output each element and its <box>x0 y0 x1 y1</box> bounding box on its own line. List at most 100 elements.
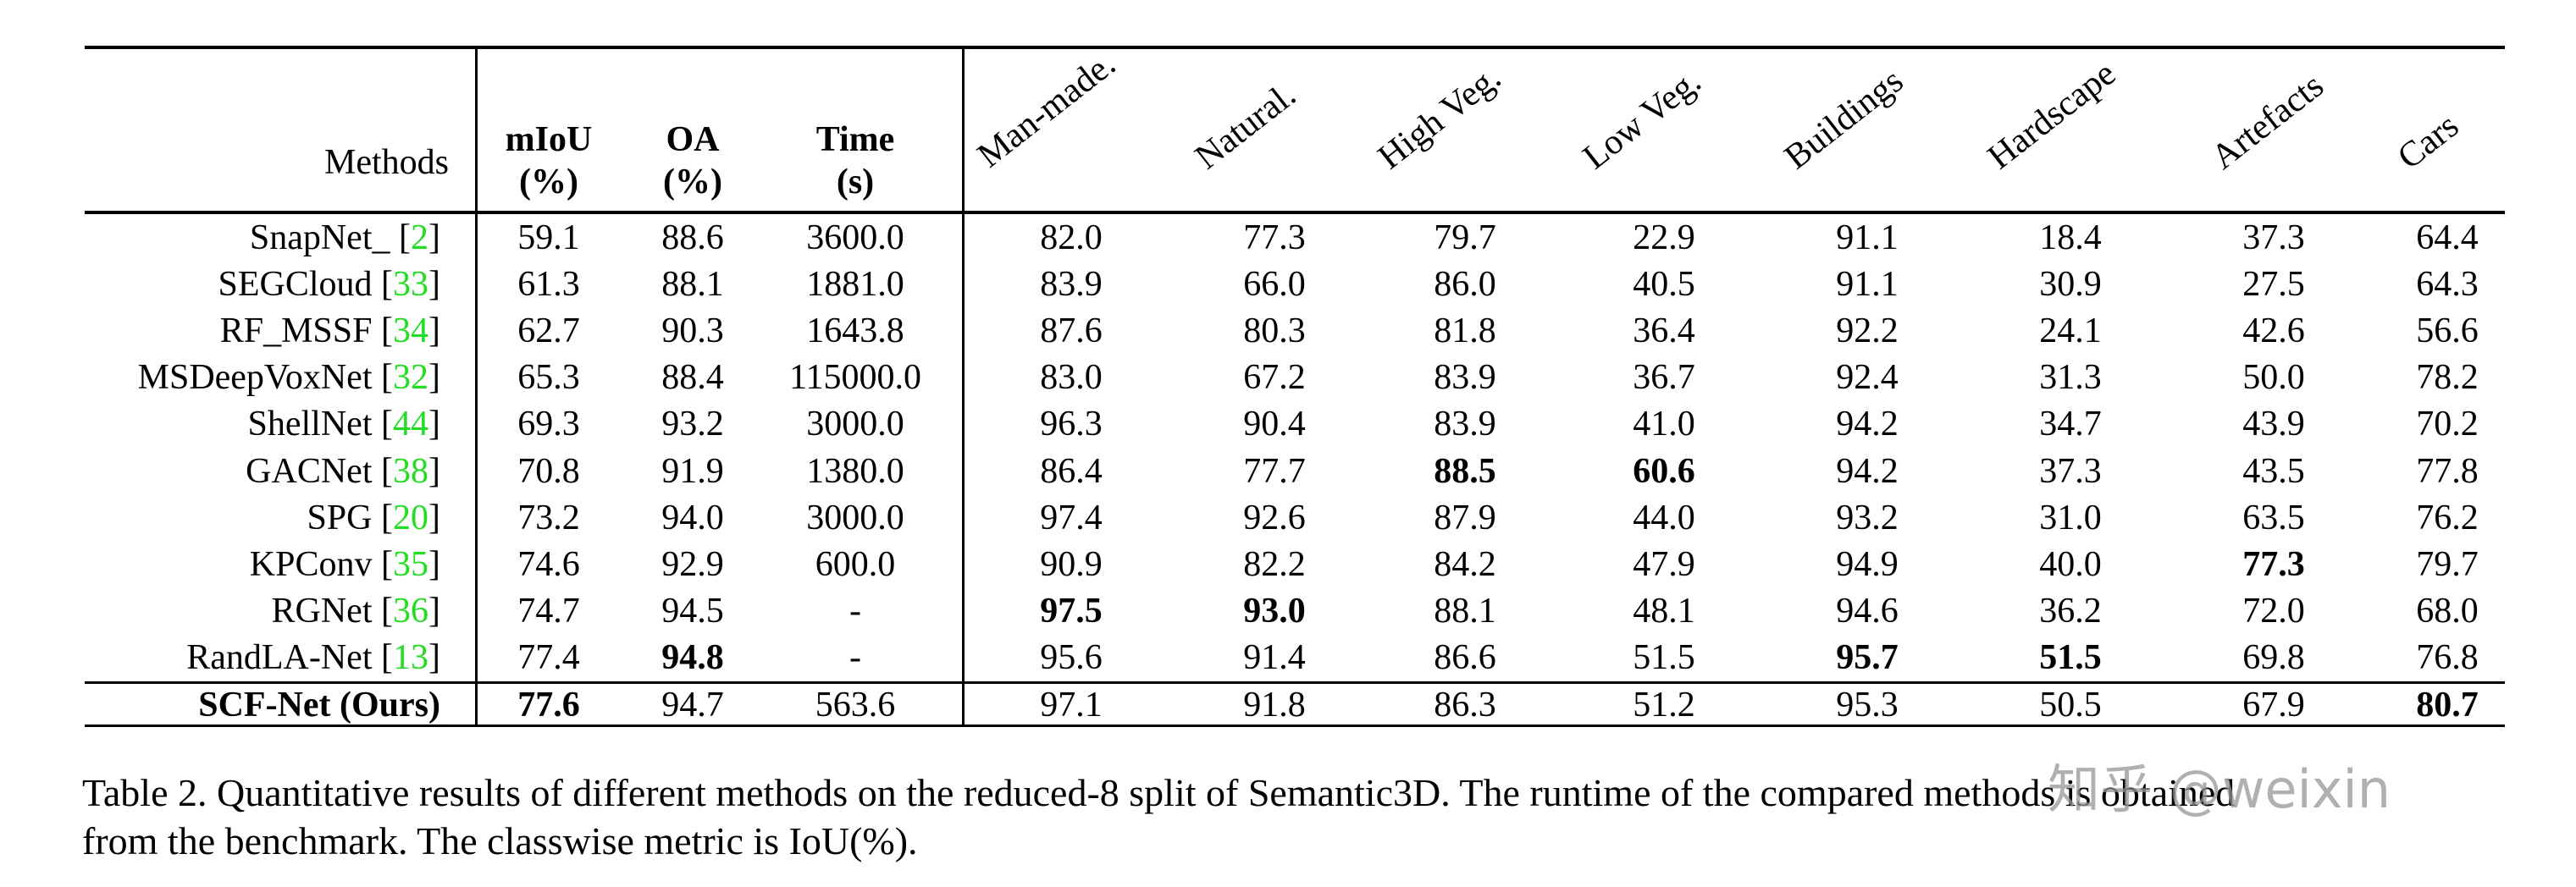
cell-oa: 94.0 <box>661 498 724 537</box>
method-label: RandLA-Net <box>186 637 373 677</box>
cell-class-iou: 42.6 <box>2242 311 2305 351</box>
cell-class-iou: 81.8 <box>1434 311 1496 351</box>
citation-bracket: [ <box>372 637 393 677</box>
method-label: GACNet <box>246 451 373 491</box>
method-name: RF_MSSF [34] <box>34 308 440 354</box>
citation-link[interactable]: 44 <box>393 405 428 444</box>
citation-bracket: ] <box>428 218 440 257</box>
cell-class-iou: 40.0 <box>2039 544 2102 584</box>
citation-link[interactable]: 20 <box>393 498 428 537</box>
cell-class-iou: 86.4 <box>1040 451 1103 491</box>
cell-class-iou: 83.9 <box>1434 358 1496 398</box>
cell-class-iou: 64.4 <box>2416 218 2479 257</box>
citation-link[interactable]: 13 <box>393 637 428 677</box>
cell-miou: 73.2 <box>517 498 580 537</box>
citation-bracket: [ <box>372 358 393 398</box>
cell-time: - <box>849 591 861 631</box>
cell-class-iou: 86.3 <box>1434 686 1496 724</box>
method-name: MSDeepVoxNet [32] <box>34 355 440 400</box>
citation-link[interactable]: 35 <box>393 544 428 584</box>
cell-class-iou: 77.7 <box>1243 451 1306 491</box>
citation-link[interactable]: 38 <box>393 451 428 491</box>
citation-bracket: ] <box>428 544 440 584</box>
cell-class-iou: 43.5 <box>2242 451 2305 491</box>
cell-class-iou: 51.5 <box>1633 637 1695 677</box>
cell-class-iou: 78.2 <box>2416 358 2479 398</box>
cell-time: 115000.0 <box>789 358 921 398</box>
cell-class-iou: 97.5 <box>1040 591 1103 631</box>
cell-miou: 61.3 <box>517 265 580 305</box>
cell-class-iou: 44.0 <box>1633 498 1695 537</box>
header-class-man-made: Man-made. <box>970 44 1124 176</box>
cell-miou: 77.6 <box>517 686 580 724</box>
table-bottom-rule <box>85 724 2505 727</box>
caption-line-2: from the benchmark. The classwise metric… <box>82 819 918 862</box>
cell-class-iou: 31.0 <box>2039 498 2102 537</box>
method-name: RGNet [36] <box>34 588 441 634</box>
cell-class-iou: 90.9 <box>1040 544 1103 584</box>
citation-bracket: ] <box>428 311 440 351</box>
cell-class-iou: 91.8 <box>1243 686 1306 724</box>
cell-miou: 69.3 <box>517 405 580 444</box>
citation-link[interactable]: 36 <box>393 591 428 631</box>
citation-bracket: ] <box>428 451 440 491</box>
cell-oa: 91.9 <box>661 451 724 491</box>
citation-bracket: [ <box>390 218 411 257</box>
caption-line-1: Table 2. Quantitative results of differe… <box>82 771 2236 814</box>
cell-class-iou: 50.0 <box>2242 358 2305 398</box>
citation-link[interactable]: 33 <box>393 265 428 305</box>
citation-bracket: ] <box>428 637 440 677</box>
citation-link[interactable]: 2 <box>411 218 428 257</box>
method-label: RGNet <box>271 591 373 631</box>
cell-class-iou: 30.9 <box>2039 265 2102 305</box>
cell-class-iou: 92.6 <box>1243 498 1306 537</box>
cell-class-iou: 94.2 <box>1836 451 1899 491</box>
method-label: MSDeepVoxNet <box>137 358 373 398</box>
method-label: ShellNet <box>247 405 373 444</box>
cell-class-iou: 80.3 <box>1243 311 1306 351</box>
cell-class-iou: 67.2 <box>1243 358 1306 398</box>
cell-class-iou: 24.1 <box>2039 311 2102 351</box>
header-time: Time (s) <box>788 118 923 203</box>
method-label: SPG <box>307 498 373 537</box>
cell-class-iou: 51.2 <box>1633 686 1695 724</box>
cell-miou: 65.3 <box>517 358 580 398</box>
header-miou-label: mIoU <box>505 120 593 159</box>
cell-class-iou: 94.9 <box>1836 544 1899 584</box>
cell-class-iou: 93.2 <box>1836 498 1899 537</box>
method-label: KPConv <box>249 544 373 584</box>
cell-class-iou: 27.5 <box>2242 265 2305 305</box>
cell-miou: 59.1 <box>517 218 580 257</box>
cell-class-iou: 91.1 <box>1836 265 1899 305</box>
citation-bracket: [ <box>372 265 393 305</box>
cell-class-iou: 97.4 <box>1040 498 1103 537</box>
citation-link[interactable]: 32 <box>393 358 428 398</box>
method-label: SCF-Net (Ours) <box>198 686 440 724</box>
header-class-cars: Cars <box>2391 106 2467 178</box>
cell-class-iou: 95.7 <box>1836 637 1899 677</box>
method-name: SPG [20] <box>34 495 440 541</box>
cell-class-iou: 56.6 <box>2416 311 2479 351</box>
cell-class-iou: 76.8 <box>2416 637 2479 677</box>
table-top-rule <box>85 46 2505 49</box>
cell-class-iou: 31.3 <box>2039 358 2102 398</box>
citation-bracket: [ <box>372 591 393 631</box>
citation-link[interactable]: 34 <box>393 311 428 351</box>
cell-time: 563.6 <box>815 686 896 724</box>
cell-class-iou: 79.7 <box>1434 218 1496 257</box>
cell-class-iou: 41.0 <box>1633 405 1695 444</box>
cell-class-iou: 94.2 <box>1836 405 1899 444</box>
citation-bracket: [ <box>372 311 393 351</box>
cell-class-iou: 66.0 <box>1243 265 1306 305</box>
cell-class-iou: 72.0 <box>2242 591 2305 631</box>
header-oa-label: OA <box>666 120 720 159</box>
cell-class-iou: 95.3 <box>1836 686 1899 724</box>
cell-time: 3000.0 <box>806 405 904 444</box>
header-time-unit: (s) <box>836 163 875 201</box>
cell-class-iou: 50.5 <box>2039 686 2102 724</box>
citation-bracket: ] <box>428 498 440 537</box>
cell-class-iou: 34.7 <box>2039 405 2102 444</box>
cell-class-iou: 88.5 <box>1434 451 1496 491</box>
cell-class-iou: 95.6 <box>1040 637 1103 677</box>
cell-class-iou: 48.1 <box>1633 591 1695 631</box>
